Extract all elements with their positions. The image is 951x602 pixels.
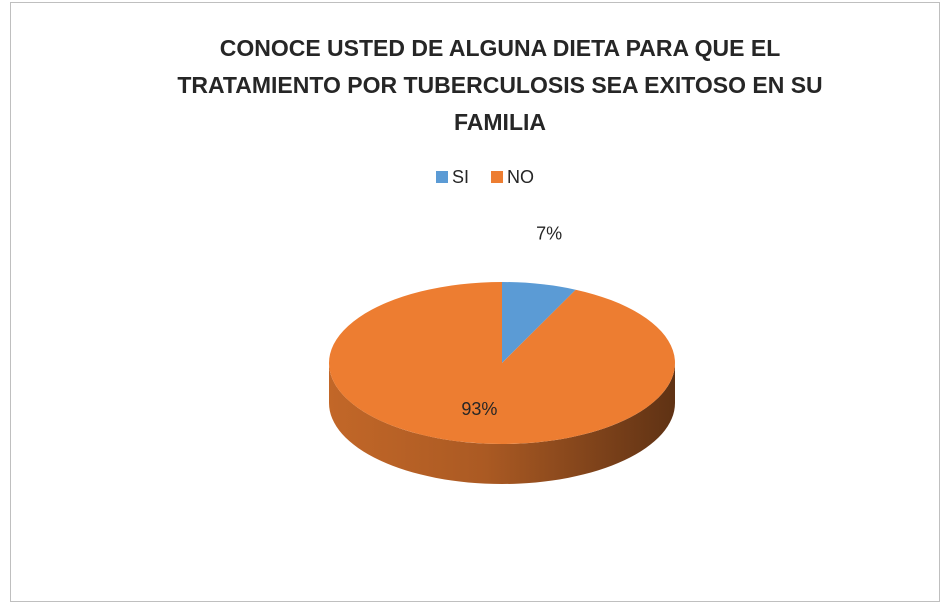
page: CONOCE USTED DE ALGUNA DIETA PARA QUE EL… [10, 2, 940, 602]
data-label: 93% [461, 399, 497, 419]
pie-slice [502, 282, 576, 363]
pie-slice [328, 282, 675, 444]
legend-swatch [436, 171, 448, 183]
legend-label: NO [507, 167, 534, 187]
chart: SI NO 7% 93% [328, 167, 675, 484]
pie-side [329, 363, 675, 484]
chart-title: CONOCE USTED DE ALGUNA DIETA PARA QUE EL… [177, 35, 823, 135]
data-label: 7% [536, 223, 562, 243]
legend-swatch [491, 171, 504, 183]
legend-label: SI [452, 167, 469, 187]
